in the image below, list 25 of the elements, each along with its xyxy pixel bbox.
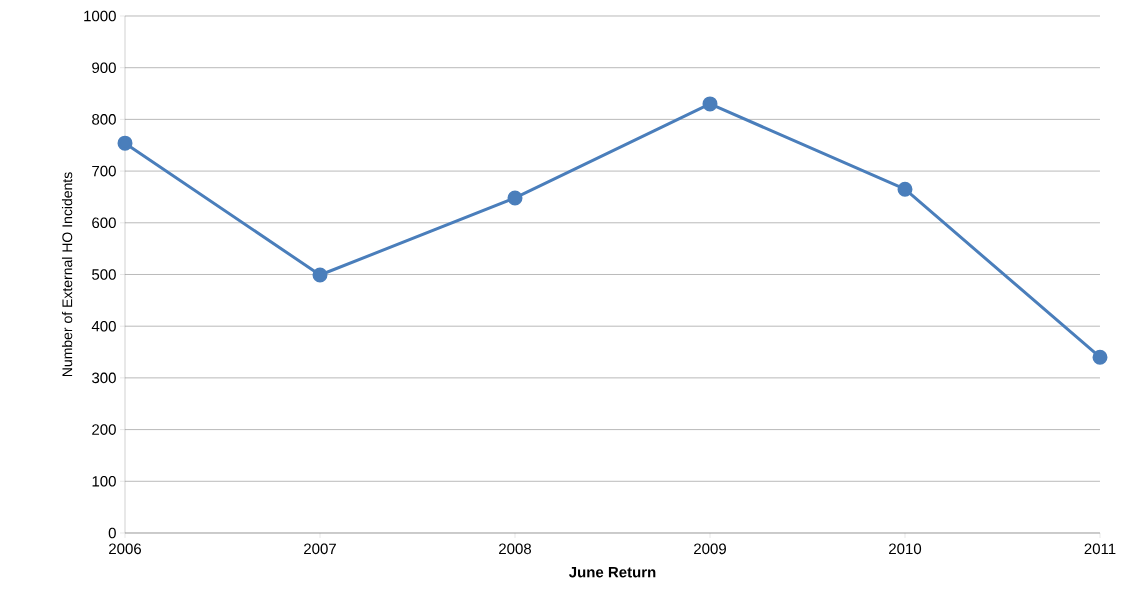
y-tick-label: 400 [91,320,116,332]
point [312,267,328,283]
y-tick-label: 100 [92,475,116,487]
y-tick-label: 1000 [84,10,116,22]
y-tick-label: 0 [108,527,116,539]
point [117,135,133,151]
y-tick-label: 700 [92,165,116,177]
point [507,190,523,206]
x-tick-label: 2011 [1084,543,1116,555]
y-tick-label: 600 [92,217,116,229]
x-tick-label: 2008 [499,543,532,555]
x-axis-title: June Return [568,567,656,578]
x-tick-label: 2009 [694,543,726,555]
x-tick-label: 2010 [889,543,922,555]
point [1092,349,1108,365]
y-tick-label: 900 [92,62,116,73]
y-tick-label: 200 [92,424,116,435]
y-tick-label: 300 [92,372,116,384]
point [897,181,913,197]
x-tick-label: 2006 [109,543,142,555]
point [702,96,718,112]
y-axis-title: Number of External HO Incidents [61,172,73,377]
x-tick-label: 2007 [304,543,336,555]
y-tick-label: 500 [92,269,116,280]
y-tick-label: 800 [92,114,116,125]
